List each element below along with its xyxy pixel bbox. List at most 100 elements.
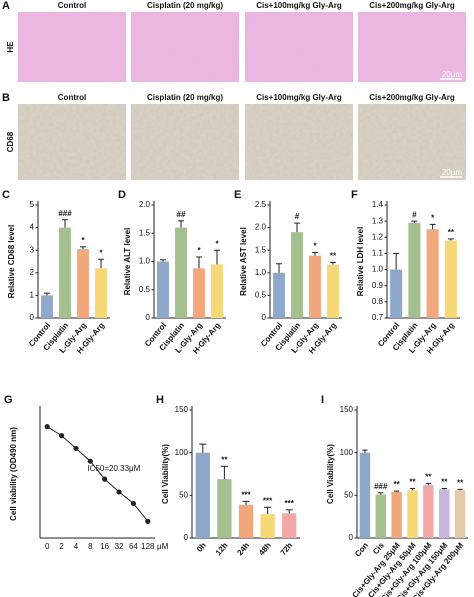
y-tick-label: 50 <box>344 490 353 499</box>
x-tick-label: 4 <box>74 542 79 551</box>
panel-label: G <box>4 394 13 406</box>
y-tick-label: 0 <box>349 533 354 542</box>
significance: # <box>412 210 417 219</box>
panel-label: A <box>2 0 10 12</box>
bar <box>423 485 434 538</box>
micrograph <box>245 104 353 180</box>
bar <box>375 494 387 538</box>
significance: ** <box>409 478 416 487</box>
y-axis-label: Relative CD68 level <box>7 225 16 298</box>
x-tick-label: 0 <box>45 542 50 551</box>
y-axis-label: Relative LDH level <box>356 227 365 296</box>
x-tick-label: 64 <box>129 542 138 551</box>
y-tick-label: 0.7 <box>372 313 384 322</box>
significance: ** <box>221 455 228 464</box>
point <box>73 445 79 451</box>
y-tick-label: 1.0 <box>255 268 267 277</box>
significance: *** <box>241 490 251 499</box>
x-tick-label: Con <box>353 541 370 559</box>
significance: ** <box>441 478 448 487</box>
point <box>58 433 65 439</box>
panel-label: C <box>2 189 10 201</box>
y-tick-label: 3 <box>30 245 35 254</box>
y-tick-label: 2.0 <box>139 200 151 209</box>
y-tick-label: 1.0 <box>372 265 384 274</box>
bar <box>217 479 232 538</box>
point <box>145 518 151 524</box>
significance: * <box>313 242 317 251</box>
y-axis-label: Cell Viability(%) <box>326 444 335 504</box>
bar <box>95 268 107 318</box>
line <box>46 426 149 522</box>
y-tick-label: 1.4 <box>372 200 384 209</box>
y-tick-label: 4 <box>30 223 35 232</box>
panel-label: F <box>351 189 358 201</box>
y-tick-label: 100 <box>340 448 354 457</box>
column-title: Cis+100mg/kg Gly-Arg <box>256 93 342 102</box>
significance: ** <box>394 480 401 489</box>
panel-label: H <box>156 394 164 406</box>
y-tick-label: 0 <box>30 313 35 322</box>
micrograph <box>358 104 466 180</box>
column-title: Cis+100mg/kg Gly-Arg <box>256 1 342 10</box>
point <box>116 489 122 495</box>
bar <box>238 504 254 538</box>
panel-label: B <box>2 92 10 104</box>
panel-label: E <box>234 189 241 201</box>
y-tick-label: 0.8 <box>372 297 384 306</box>
x-tick-label: 16 <box>100 542 109 551</box>
panel-label: D <box>118 189 126 201</box>
y-tick-label: 150 <box>340 405 354 414</box>
bar <box>438 489 450 538</box>
y-tick-label: 2 <box>30 268 35 277</box>
significance: * <box>197 246 201 255</box>
significance: ### <box>374 482 388 491</box>
significance: *** <box>263 496 273 505</box>
bar <box>260 514 275 538</box>
significance: * <box>81 236 85 245</box>
column-title: Cis+200mg/kg Gly-Arg <box>369 1 455 10</box>
y-axis-label: Cell viability (OD490 nm) <box>9 427 18 521</box>
y-tick-label: 2.0 <box>255 223 267 232</box>
x-unit: μM <box>157 542 169 551</box>
bar <box>408 222 421 318</box>
y-tick-label: 1 <box>30 291 35 300</box>
x-tick-label: 72h <box>279 541 295 557</box>
bar <box>454 490 466 538</box>
y-tick-label: 0.9 <box>372 281 384 290</box>
x-tick-label: 12h <box>214 541 230 557</box>
y-tick-label: 0.5 <box>139 285 151 294</box>
y-tick-label: 1.5 <box>255 245 267 254</box>
bar <box>175 227 187 318</box>
micrograph <box>131 104 239 180</box>
micrograph <box>358 12 466 82</box>
column-title: Control <box>58 1 86 10</box>
bar <box>391 491 402 538</box>
point <box>87 458 93 464</box>
bar <box>282 513 297 538</box>
y-tick-label: 1.0 <box>139 257 151 266</box>
y-tick-label: 1.3 <box>372 216 384 225</box>
x-tick-label: 128 <box>141 542 155 551</box>
significance: ** <box>457 478 464 487</box>
bar <box>195 452 210 538</box>
bar <box>77 249 89 318</box>
y-tick-label: 50 <box>179 490 188 499</box>
bar <box>426 229 439 318</box>
significance: ** <box>448 228 455 237</box>
micrograph <box>18 12 126 82</box>
micrograph <box>245 12 353 82</box>
significance: ** <box>425 472 432 481</box>
y-tick-label: 5 <box>30 200 35 209</box>
scale-bar-label: 20μm <box>442 70 463 79</box>
y-tick-label: 0.5 <box>255 291 267 300</box>
column-title: Cis+200mg/kg Gly-Arg <box>369 93 455 102</box>
x-tick-label: 48h <box>257 541 273 557</box>
y-tick-label: 1.1 <box>372 249 384 258</box>
y-axis-label: Relative AST level <box>239 227 248 296</box>
y-tick-label: 0 <box>262 313 267 322</box>
bar <box>41 295 53 318</box>
row-label: CD68 <box>6 131 15 152</box>
bar <box>359 452 371 538</box>
